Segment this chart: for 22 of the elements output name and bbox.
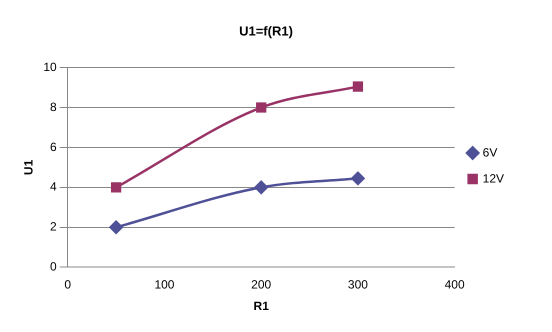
point bbox=[110, 182, 122, 192]
y-tick-label: 2 bbox=[50, 220, 58, 234]
y-tick-label: 4 bbox=[50, 180, 58, 194]
point bbox=[109, 220, 123, 234]
y-axis-title: U1 bbox=[22, 159, 36, 176]
x-tick-label: 300 bbox=[348, 278, 368, 292]
x-tick-label: 0 bbox=[64, 278, 72, 292]
y-tick-label: 10 bbox=[43, 60, 58, 74]
x-tick-label: 400 bbox=[444, 278, 465, 292]
legend-label: 12V bbox=[482, 171, 504, 186]
point bbox=[352, 81, 364, 92]
chart-title: U1=f(R1) bbox=[239, 23, 293, 38]
y-tick-label: 8 bbox=[50, 100, 58, 114]
x-tick-label: 200 bbox=[251, 278, 272, 292]
point bbox=[254, 180, 268, 194]
x-axis-title: R1 bbox=[254, 299, 270, 314]
y-tick-label: 0 bbox=[50, 260, 58, 274]
legend-label: 6V bbox=[482, 145, 498, 160]
x-tick-label: 100 bbox=[154, 278, 175, 292]
y-tick-label: 6 bbox=[50, 140, 58, 154]
point bbox=[351, 172, 365, 186]
point bbox=[256, 102, 266, 113]
